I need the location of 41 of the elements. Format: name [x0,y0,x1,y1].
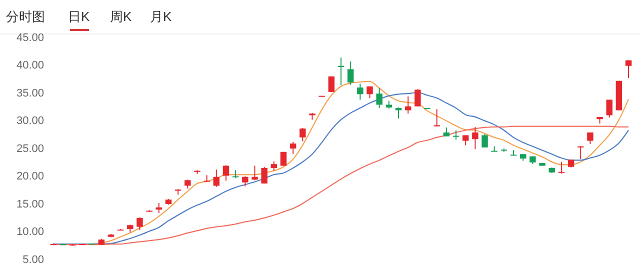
text: 日K [68,9,90,24]
text: 月K [150,9,172,24]
candlestick [300,128,306,142]
candlestick [482,134,488,148]
candlestick [232,170,239,178]
candlestick [242,176,248,187]
text: 周K [110,9,132,24]
candlestick [404,96,412,114]
candlestick [452,130,460,140]
candlestick [491,146,498,152]
candlestick [558,161,565,174]
y-tick-label: 45.00 [16,32,44,44]
y-tick-label: 25.00 [16,142,44,155]
candlestick [280,151,287,166]
candlestick [270,160,278,172]
y-tick-label: 5.00 [22,254,44,266]
candlestick [252,165,258,181]
candlestick [462,134,469,146]
y-tick-label: 30.00 [16,115,44,128]
candlestick [213,169,220,188]
candlestick [261,166,268,184]
text: 分时图 [6,9,45,24]
candlestick [136,216,143,231]
candlestick [290,141,296,155]
y-tick-label: 15.00 [16,198,44,210]
y-tick-label: 10.00 [16,226,44,238]
candlestick [222,164,230,182]
candlestick [347,60,354,86]
candlestick [414,88,421,107]
candlestick [376,88,382,109]
candlestick [357,83,364,100]
candlestick [328,76,335,92]
candlestick [472,126,478,150]
y-tick-label: 20.00 [16,170,44,183]
candlestick [606,99,612,118]
candlestick [395,106,402,120]
y-tick-label: 40.00 [16,60,44,72]
candlestick [625,60,632,79]
y-tick-label: 35.00 [16,87,44,100]
candlestick [510,150,517,156]
candlestick [434,108,440,127]
